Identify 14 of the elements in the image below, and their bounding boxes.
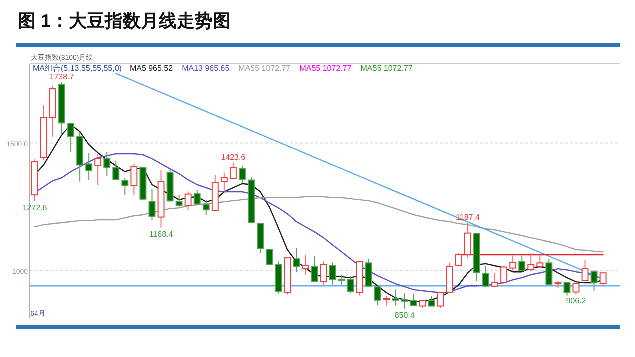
- annotation: 1738.7: [50, 72, 75, 82]
- annotation: 1187.4: [456, 213, 480, 222]
- annotation: 906.2: [566, 296, 587, 306]
- annotation: 1423.6: [221, 152, 246, 162]
- legend-title: MA组合(5,13,55,55,55,0): [33, 64, 122, 73]
- annotation: 1272.6: [22, 203, 48, 212]
- text: MA5 965.52: [130, 64, 174, 73]
- annotation: 850.4: [394, 310, 416, 320]
- annotation: 1168.4: [149, 230, 174, 239]
- chart-title: 图 1：大豆指数月线走势图: [18, 11, 232, 31]
- text: MA13 965.65: [182, 64, 230, 73]
- text: MA55 1072.77: [238, 64, 292, 73]
- annotation: MA55 1072.77: [300, 64, 352, 73]
- annotation: MA55 1072.77: [360, 64, 414, 73]
